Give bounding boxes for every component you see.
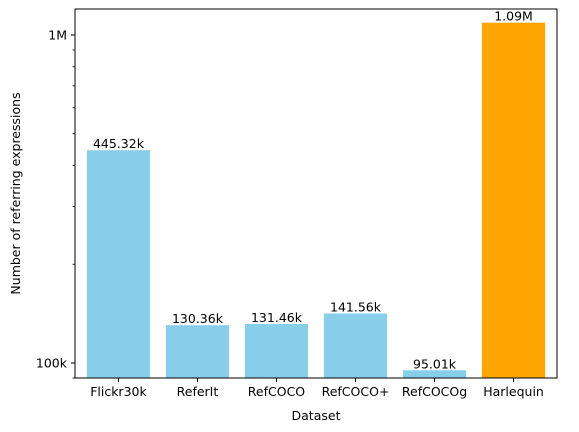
bar-value-label: 445.32k xyxy=(93,136,145,151)
x-tick-label: Harlequin xyxy=(483,384,544,399)
y-axis-ticks: 100k 1M xyxy=(36,27,75,379)
x-axis-label: Dataset xyxy=(292,408,341,423)
plot-frame xyxy=(74,8,558,379)
y-tick-label: 1M xyxy=(48,27,67,42)
x-tick-label: ReferIt xyxy=(177,384,219,399)
bar-refcoco- xyxy=(323,313,388,378)
bar-refcoco xyxy=(244,324,309,378)
bar-referit xyxy=(165,325,230,378)
bar-value-label: 95.01k xyxy=(413,356,457,371)
y-tick-label: 100k xyxy=(36,355,68,370)
x-tick-label: Flickr30k xyxy=(90,384,147,399)
x-tick-label: RefCOCO xyxy=(248,384,306,399)
x-tick-label: RefCOCO+ xyxy=(322,384,390,399)
y-axis-label: Number of referring expressions xyxy=(8,92,23,294)
bar-value-label: 130.36k xyxy=(172,311,224,326)
x-axis-ticks: Flickr30k ReferIt RefCOCO RefCOCO+ RefCOCOg H… xyxy=(90,378,544,399)
bars-group xyxy=(86,22,546,379)
bar-value-label: 141.56k xyxy=(330,299,382,314)
bar-flickr30k xyxy=(86,150,151,378)
bar-value-label: 131.46k xyxy=(251,310,303,325)
bar-value-label: 1.09M xyxy=(494,9,533,24)
bar-harlequin xyxy=(481,22,546,379)
x-tick-label: RefCOCOg xyxy=(402,384,467,399)
data-labels-group: 445.32k 130.36k 131.46k 141.56k 95.01k 1.09M xyxy=(93,9,533,372)
bar-refcocog xyxy=(402,370,467,378)
